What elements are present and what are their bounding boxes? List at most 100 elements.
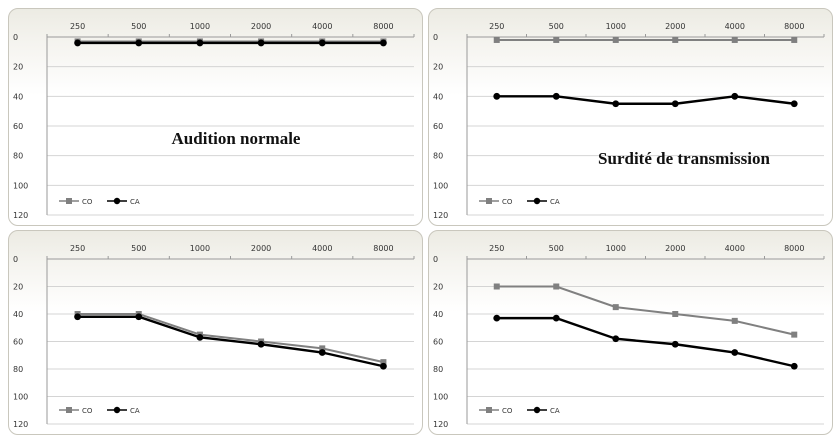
y-tick-label: 120 xyxy=(13,211,28,220)
y-tick-label: 20 xyxy=(13,283,23,292)
legend-label-co: CO xyxy=(502,198,513,206)
data-point-ca xyxy=(74,39,81,47)
data-point-co xyxy=(380,359,387,366)
data-point-ca xyxy=(135,39,143,47)
x-tick-label: 2000 xyxy=(251,22,271,31)
y-tick-label: 20 xyxy=(13,63,23,72)
x-tick-label: 500 xyxy=(131,244,146,253)
audiogram-audition-normale: 0 20 40 60 80 100 120 250 500 1000 2000 4000 8000 CO C… xyxy=(13,22,415,220)
data-point-ca xyxy=(552,314,560,322)
audiogram-surdite-perception: 0 20 40 60 80 100 120 250 500 1000 2000 4000 8000 CO C… xyxy=(13,244,415,429)
x-tick-label: 2000 xyxy=(665,22,685,31)
series-line-ca xyxy=(77,315,384,368)
data-point-ca xyxy=(196,39,204,47)
data-point-ca xyxy=(731,92,739,100)
chart-title-surdite-de-transmission: Surdité de transmission xyxy=(598,149,770,168)
y-tick-label: 0 xyxy=(433,33,438,42)
data-point-co xyxy=(731,36,738,43)
legend-marker-ca xyxy=(113,197,121,205)
data-point-ca xyxy=(318,349,326,356)
y-tick-label: 100 xyxy=(433,181,448,190)
data-point-co xyxy=(791,331,798,338)
x-tick-label: 500 xyxy=(549,244,564,253)
legend-label-ca: CA xyxy=(130,407,140,415)
data-point-co xyxy=(319,345,326,352)
x-tick-label: 2000 xyxy=(665,244,685,253)
data-point-ca xyxy=(74,313,81,321)
data-point-ca xyxy=(612,100,620,108)
y-tick-label: 120 xyxy=(13,420,28,429)
legend-label-ca: CA xyxy=(130,198,140,206)
series-line-ca xyxy=(496,95,795,105)
audiogram-surdite-transmission: 0 20 40 60 80 100 120 250 500 1000 2000 4000 8000 CO C… xyxy=(433,22,825,220)
x-tick-label: 1000 xyxy=(606,244,626,253)
y-tick-label: 80 xyxy=(13,365,23,374)
y-tick-label: 120 xyxy=(433,420,448,429)
data-point-co xyxy=(612,304,619,311)
y-tick-label: 40 xyxy=(13,92,23,101)
legend-marker-co xyxy=(486,198,492,204)
data-point-ca xyxy=(196,333,204,341)
y-tick-label: 80 xyxy=(13,152,23,161)
data-point-ca xyxy=(671,340,679,348)
data-point-co xyxy=(493,283,500,290)
legend-marker-co xyxy=(486,407,492,413)
chart-panel-audition-normale: 0 20 40 60 80 100 120 250 500 1000 2000 4000 8000 CO C… xyxy=(8,8,423,226)
y-tick-label: 100 xyxy=(433,393,448,402)
legend-marker-ca xyxy=(113,406,121,414)
legend-marker-ca xyxy=(533,197,541,205)
y-tick-label: 40 xyxy=(433,92,443,101)
chart-panel-surdite-mixte: 0 20 40 60 80 100 120 250 500 1000 2000 4000 8000 CO C… xyxy=(428,230,833,435)
data-point-ca xyxy=(257,39,265,47)
legend-label-ca: CA xyxy=(550,407,560,415)
legend-label-ca: CA xyxy=(550,198,560,206)
data-point-ca xyxy=(257,340,265,348)
x-tick-label: 8000 xyxy=(784,244,804,253)
x-tick-label: 1000 xyxy=(190,22,210,31)
x-tick-label: 4000 xyxy=(725,244,745,253)
data-point-co xyxy=(731,317,738,324)
legend-label-co: CO xyxy=(82,407,93,415)
data-point-co xyxy=(553,36,560,43)
x-tick-label: 250 xyxy=(70,22,85,31)
x-tick-label: 250 xyxy=(489,22,504,31)
y-tick-label: 100 xyxy=(13,393,28,402)
data-point-ca xyxy=(493,92,501,100)
y-tick-label: 100 xyxy=(13,181,28,190)
series-line-ca xyxy=(496,316,795,368)
data-point-ca xyxy=(552,92,560,100)
legend-label-co: CO xyxy=(82,198,93,206)
data-point-ca xyxy=(612,335,620,343)
x-tick-label: 8000 xyxy=(373,244,393,253)
x-tick-label: 500 xyxy=(549,22,564,31)
y-tick-label: 20 xyxy=(433,63,443,72)
data-point-co xyxy=(612,36,619,43)
data-point-co xyxy=(672,311,679,317)
y-tick-label: 80 xyxy=(433,365,443,374)
x-tick-label: 8000 xyxy=(373,22,393,31)
data-point-co xyxy=(672,36,679,43)
data-point-ca xyxy=(380,362,387,370)
x-tick-label: 4000 xyxy=(312,22,332,31)
y-tick-label: 40 xyxy=(13,310,23,319)
data-point-ca xyxy=(493,314,501,322)
audiogram-surdite-mixte: 0 20 40 60 80 100 120 250 500 1000 2000 4000 8000 CO C… xyxy=(433,244,825,429)
y-tick-label: 60 xyxy=(13,122,23,131)
chart-title-audition-normale: Audition normale xyxy=(172,129,301,148)
y-tick-label: 40 xyxy=(433,310,443,319)
data-point-ca xyxy=(790,100,798,108)
x-tick-label: 4000 xyxy=(725,22,745,31)
legend-label-co: CO xyxy=(502,407,513,415)
data-point-ca xyxy=(135,313,143,321)
x-tick-label: 2000 xyxy=(251,244,271,253)
data-point-ca xyxy=(318,39,326,47)
x-tick-label: 8000 xyxy=(784,22,804,31)
legend-marker-co xyxy=(66,198,72,204)
data-point-co xyxy=(791,36,798,43)
x-tick-label: 1000 xyxy=(606,22,626,31)
x-tick-label: 1000 xyxy=(190,244,210,253)
y-tick-label: 60 xyxy=(433,122,443,131)
series-line-co xyxy=(496,285,795,336)
data-point-ca xyxy=(731,349,739,356)
